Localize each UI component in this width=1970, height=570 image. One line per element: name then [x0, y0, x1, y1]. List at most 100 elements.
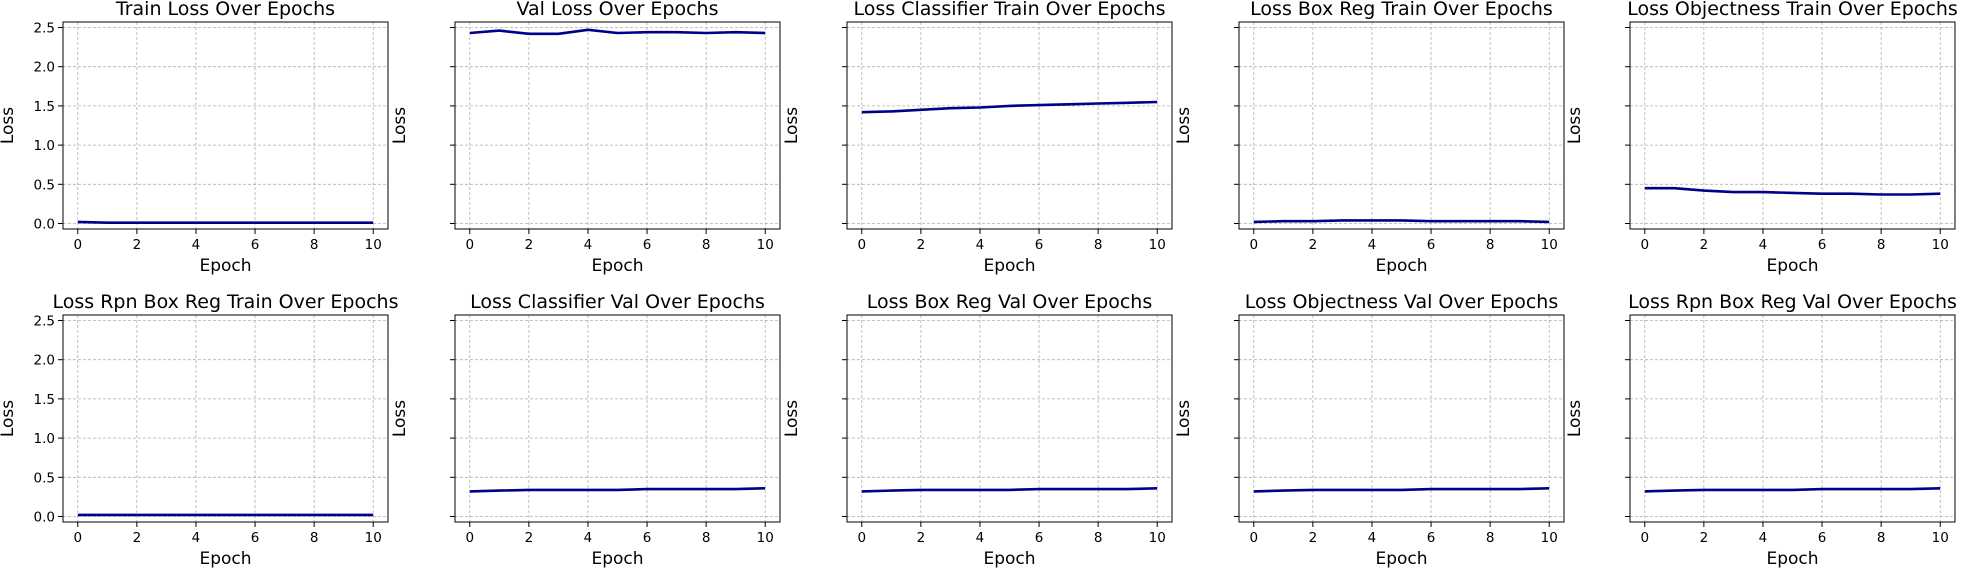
x-tick-label: 4: [976, 237, 985, 253]
x-tick-label: 0: [1249, 237, 1258, 253]
y-tick-label: 1.5: [34, 99, 55, 115]
x-tick-label: 0: [1640, 237, 1649, 253]
x-tick-label: 6: [1427, 530, 1436, 546]
x-tick-label: 8: [1094, 237, 1103, 253]
x-tick-label: 6: [1035, 530, 1044, 546]
x-tick-label: 6: [1818, 237, 1827, 253]
loss-series-line: [1644, 186, 1941, 196]
x-tick-label: 2: [1309, 237, 1318, 253]
x-tick-label: 6: [1427, 237, 1436, 253]
x-tick-label: 6: [1818, 530, 1827, 546]
y-axis-label: Loss: [0, 400, 18, 437]
axes-frame: [62, 21, 389, 230]
subplot-title: Loss Rpn Box Reg Val Over Epochs: [1628, 291, 1957, 313]
x-tick-label: 0: [73, 237, 82, 253]
y-axis-label: Loss: [0, 107, 18, 144]
y-axis-label: Loss: [1174, 400, 1194, 437]
x-tick-label: 10: [1932, 237, 1949, 253]
subplot-title: Loss Box Reg Train Over Epochs: [1250, 0, 1553, 20]
subplot-3: 0 2 4 6 8 10 Loss Classifier Train Over Epochs…: [782, 0, 1173, 276]
x-tick-label: 10: [365, 237, 382, 253]
x-tick-label: 10: [1149, 237, 1166, 253]
subplot-title: Loss Classifier Train Over Epochs: [854, 0, 1166, 20]
loss-series-line: [861, 100, 1158, 114]
axes-frame: [1629, 21, 1956, 230]
x-tick-label: 4: [976, 530, 985, 546]
subplot-title: Val Loss Over Epochs: [516, 0, 718, 20]
x-tick-label: 10: [365, 530, 382, 546]
x-tick-label: 2: [1309, 530, 1318, 546]
subplot-title: Train Loss Over Epochs: [115, 0, 335, 20]
x-tick-label: 2: [133, 530, 142, 546]
subplot-title: Loss Box Reg Val Over Epochs: [867, 291, 1153, 313]
y-axis-label: Loss: [782, 400, 802, 437]
x-tick-label: 10: [757, 237, 774, 253]
x-tick-label: 6: [251, 530, 260, 546]
x-tick-label: 2: [917, 530, 926, 546]
x-tick-label: 8: [310, 530, 319, 546]
subplot-4: 0 2 4 6 8 10 Loss Box Reg Train Over Epochs Epo…: [1174, 0, 1565, 276]
x-tick-label: 0: [465, 530, 474, 546]
subplot-9: 0 2 4 6 8 10 Loss Objectness Val Over Epochs Ep…: [1174, 291, 1565, 569]
x-axis-label: Epoch: [591, 549, 643, 569]
y-tick-label: 1.5: [34, 392, 55, 408]
x-tick-label: 0: [1249, 530, 1258, 546]
x-tick-label: 8: [1877, 530, 1886, 546]
y-axis-label: Loss: [390, 107, 410, 144]
y-tick-label: 0.0: [34, 510, 55, 526]
axes-frame: [1629, 314, 1956, 523]
loss-series-line: [469, 487, 766, 493]
x-axis-label: Epoch: [591, 256, 643, 276]
x-tick-label: 2: [133, 237, 142, 253]
axes-frame: [454, 21, 781, 230]
x-tick-label: 2: [525, 530, 534, 546]
x-tick-label: 2: [1700, 530, 1709, 546]
subplot-8: 0 2 4 6 8 10 Loss Box Reg Val Over Epochs Epoch…: [782, 291, 1173, 569]
y-tick-label: 0.5: [34, 470, 55, 486]
loss-series-line: [1253, 487, 1550, 493]
x-tick-label: 4: [584, 530, 593, 546]
y-tick-label: 2.5: [34, 20, 55, 36]
x-axis-label: Epoch: [983, 256, 1035, 276]
subplot-title: Loss Objectness Val Over Epochs: [1245, 291, 1558, 313]
y-axis-label: Loss: [1565, 400, 1585, 437]
y-axis-label: Loss: [1174, 107, 1194, 144]
y-tick-label: 2.0: [34, 60, 55, 76]
x-tick-label: 4: [1759, 237, 1768, 253]
y-tick-label: 1.0: [34, 431, 55, 447]
x-tick-label: 8: [702, 530, 711, 546]
x-tick-label: 2: [917, 237, 926, 253]
loss-series-line: [1644, 487, 1941, 493]
x-tick-label: 4: [584, 237, 593, 253]
x-tick-label: 4: [1759, 530, 1768, 546]
x-tick-label: 6: [643, 530, 652, 546]
x-tick-label: 0: [1640, 530, 1649, 546]
x-tick-label: 8: [1486, 237, 1495, 253]
subplot-7: 0 2 4 6 8 10 Loss Classifier Val Over Epochs Ep…: [390, 291, 781, 569]
y-tick-label: 0.5: [34, 177, 55, 193]
x-tick-label: 8: [310, 237, 319, 253]
x-tick-label: 4: [192, 237, 201, 253]
y-tick-label: 2.5: [34, 313, 55, 329]
subplot-title: Loss Classifier Val Over Epochs: [470, 291, 765, 313]
x-axis-label: Epoch: [1766, 549, 1818, 569]
axes-frame: [1238, 314, 1565, 523]
x-tick-label: 10: [1149, 530, 1166, 546]
x-axis-label: Epoch: [1766, 256, 1818, 276]
x-tick-label: 6: [1035, 237, 1044, 253]
subplot-10: 0 2 4 6 8 10 Loss Rpn Box Reg Val Over Epochs E…: [1565, 291, 1957, 569]
x-tick-label: 0: [465, 237, 474, 253]
axes-frame: [846, 21, 1173, 230]
x-tick-label: 4: [1368, 530, 1377, 546]
x-axis-label: Epoch: [199, 549, 251, 569]
y-axis-label: Loss: [782, 107, 802, 144]
y-tick-label: 2.0: [34, 353, 55, 369]
loss-series-line: [1253, 219, 1550, 224]
axes-frame: [846, 314, 1173, 523]
subplot-1: 0 2 4 6 8 10 0.0 0.5 1.0 1.5 2.0 2.5 Train Loss Over…: [0, 0, 389, 276]
x-tick-label: 8: [1877, 237, 1886, 253]
x-tick-label: 10: [757, 530, 774, 546]
x-tick-label: 10: [1932, 530, 1949, 546]
